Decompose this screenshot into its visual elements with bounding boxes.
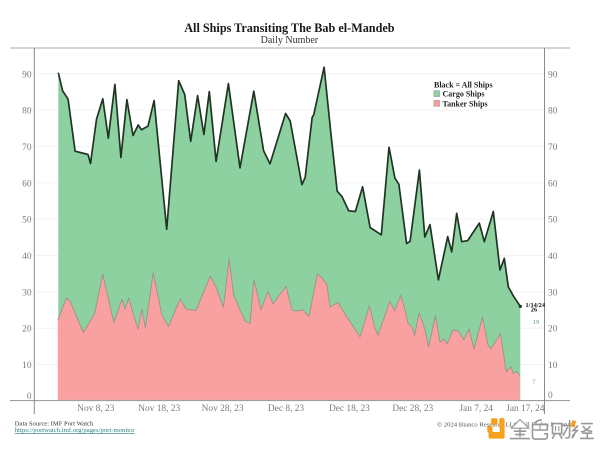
svg-text:70: 70	[22, 143, 32, 153]
svg-text:Nov 28, 23: Nov 28, 23	[202, 404, 244, 414]
svg-text:20: 20	[548, 325, 558, 335]
svg-text:90: 90	[548, 70, 558, 80]
svg-text:80: 80	[22, 107, 32, 117]
svg-text:30: 30	[548, 288, 558, 298]
svg-text:50: 50	[22, 216, 32, 226]
svg-text:0: 0	[27, 392, 32, 402]
svg-text:40: 40	[548, 252, 558, 262]
svg-text:Black = All Ships: Black = All Ships	[434, 80, 493, 89]
svg-text:70: 70	[548, 143, 558, 153]
svg-text:60: 60	[22, 179, 32, 189]
svg-text:10: 10	[548, 361, 558, 371]
svg-text:26: 26	[531, 307, 538, 314]
svg-text:40: 40	[22, 252, 32, 262]
svg-text:Jan 7, 24: Jan 7, 24	[459, 404, 493, 414]
svg-text:80: 80	[548, 107, 558, 117]
svg-text:Tanker Ships: Tanker Ships	[443, 100, 488, 109]
svg-text:7: 7	[532, 379, 536, 386]
svg-text:1/14/24: 1/14/24	[526, 302, 546, 309]
svg-text:Dec 18, 23: Dec 18, 23	[329, 404, 370, 414]
svg-text:Cargo Ships: Cargo Ships	[443, 90, 485, 99]
svg-text:Dec 28, 23: Dec 28, 23	[392, 404, 433, 414]
svg-text:Daily Number: Daily Number	[261, 35, 319, 46]
svg-text:90: 90	[22, 70, 32, 80]
svg-text:30: 30	[22, 288, 32, 298]
svg-text:Jan 17, 24: Jan 17, 24	[506, 404, 545, 414]
svg-text:50: 50	[548, 216, 558, 226]
svg-text:60: 60	[548, 179, 558, 189]
svg-text:Data Source: IMF Port Watch: Data Source: IMF Port Watch	[15, 420, 94, 427]
svg-text:19: 19	[533, 319, 539, 326]
svg-text:20: 20	[22, 325, 32, 335]
svg-text:https://portwatch.imf.org/page: https://portwatch.imf.org/pages/port-mon…	[15, 427, 136, 434]
svg-text:Nov 18, 23: Nov 18, 23	[138, 404, 180, 414]
svg-text:All Ships Transiting The Bab e: All Ships Transiting The Bab el-Mandeb	[184, 21, 395, 35]
svg-text:10: 10	[22, 361, 32, 371]
svg-text:© 2024 Bianco Research LLC. Al: © 2024 Bianco Research LLC. All Rights R…	[437, 421, 576, 428]
svg-text:0: 0	[548, 391, 553, 401]
svg-text:Nov 8, 23: Nov 8, 23	[77, 404, 115, 414]
svg-text:Dec 8, 23: Dec 8, 23	[268, 404, 304, 414]
